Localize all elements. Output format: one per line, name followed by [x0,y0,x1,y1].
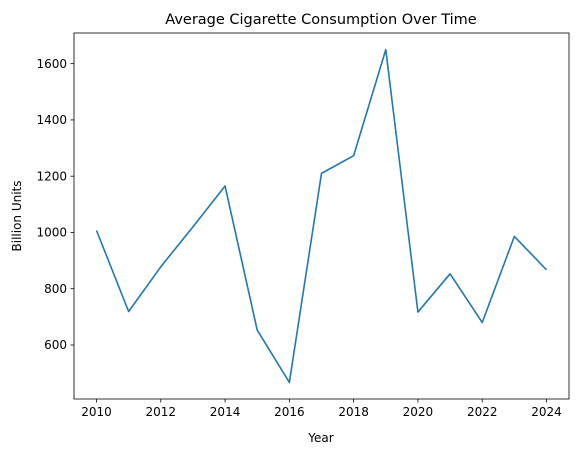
x-tick-label: 2018 [338,405,369,419]
x-tick-label: 2014 [210,405,241,419]
x-axis-title: Year [307,431,333,445]
x-tick-label: 2016 [274,405,305,419]
y-axis-title: Billion Units [10,180,24,251]
chart-title: Average Cigarette Consumption Over Time [165,12,477,28]
plot-frame [74,33,569,399]
y-tick-label: 1000 [36,226,67,240]
y-axis: 600 800 1000 1200 1400 1600 [36,57,74,352]
y-tick-label: 1200 [36,169,67,183]
plot-area [97,50,547,383]
x-tick-label: 2024 [531,405,562,419]
x-tick-label: 2022 [467,405,498,419]
x-axis: 2010 2012 2014 2016 2018 2020 2022 2024 [81,399,562,419]
series-line-0 [97,50,547,383]
y-tick-label: 600 [44,338,67,352]
x-tick-label: 2010 [81,405,112,419]
y-tick-label: 1600 [36,57,67,71]
y-tick-label: 800 [44,282,67,296]
y-tick-label: 1400 [36,113,67,127]
x-tick-label: 2020 [403,405,434,419]
x-tick-label: 2012 [146,405,177,419]
